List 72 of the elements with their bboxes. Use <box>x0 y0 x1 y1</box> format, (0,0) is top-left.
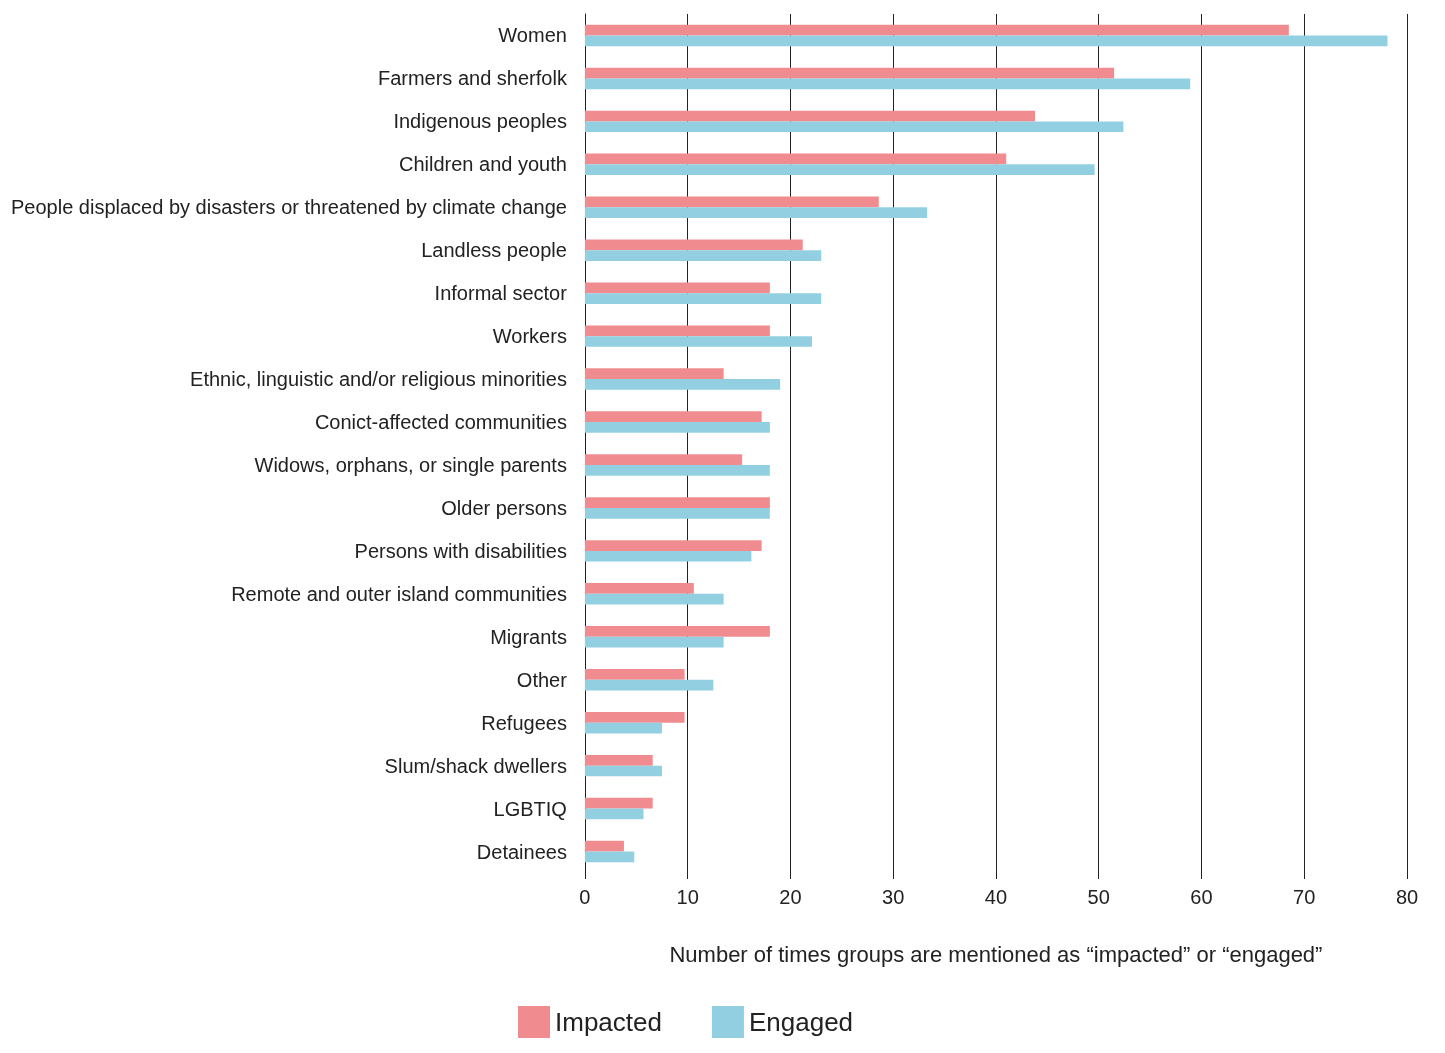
bar <box>584 722 662 734</box>
bar <box>584 668 685 680</box>
bar <box>584 851 635 863</box>
y-tick-label: Remote and outer island communities <box>231 582 567 605</box>
bar <box>584 540 762 551</box>
bar <box>584 411 762 423</box>
bar <box>584 336 812 347</box>
x-tick-label: 20 <box>779 886 802 908</box>
y-tick-label: Informal sector <box>434 282 568 305</box>
bar <box>584 593 724 605</box>
bar <box>584 754 653 766</box>
x-tick-label: 30 <box>882 886 905 908</box>
x-tick-label: 0 <box>579 886 591 908</box>
bar <box>584 250 822 261</box>
bar <box>584 293 822 304</box>
bar <box>584 636 724 648</box>
x-axis-title: Number of times groups are mentioned as “impacted” or “engaged” <box>669 941 1323 967</box>
bar <box>584 196 879 208</box>
bar <box>584 78 1191 90</box>
bar <box>584 626 770 637</box>
y-tick-label: Refugees <box>481 711 567 734</box>
y-tick-label: Older persons <box>441 496 567 519</box>
x-tick-label: 40 <box>984 886 1008 908</box>
y-tick-label: Migrants <box>490 625 567 648</box>
x-tick-label: 70 <box>1293 886 1316 908</box>
bar <box>584 35 1388 47</box>
x-tick-label: 80 <box>1395 886 1419 908</box>
y-tick-label: Slum/shack dwellers <box>384 754 567 777</box>
bar <box>584 24 1289 36</box>
bar <box>584 164 1095 176</box>
bar <box>584 325 770 337</box>
y-tick-label: Ethnic, linguistic and/or religious minorities <box>190 368 567 391</box>
bar <box>584 840 624 852</box>
bar <box>584 765 662 777</box>
bar <box>584 808 644 820</box>
bar <box>584 422 770 433</box>
bar <box>584 379 781 390</box>
bar <box>584 679 714 691</box>
y-tick-label: Farmers and sherfolk <box>377 67 568 90</box>
y-tick-label: LGBTIQ <box>493 797 567 820</box>
x-tick-label: 10 <box>676 886 699 908</box>
bar <box>584 454 743 465</box>
bar <box>584 67 1115 79</box>
y-tick-label: Detainees <box>476 840 567 863</box>
y-tick-label: Women <box>498 24 567 47</box>
bar <box>584 153 1007 165</box>
x-tick-label: 50 <box>1087 886 1110 908</box>
y-tick-label: Widows, orphans, or single parents <box>254 453 567 476</box>
y-tick-label: People displaced by disasters or threatened by climate change <box>11 196 567 219</box>
bar <box>584 583 694 594</box>
bar <box>584 239 803 251</box>
bar <box>584 110 1035 122</box>
bar <box>584 282 770 294</box>
x-tick-label: 60 <box>1190 886 1213 908</box>
y-tick-label: Indigenous peoples <box>393 110 567 133</box>
bar <box>584 121 1124 133</box>
y-tick-label: Other <box>516 668 568 691</box>
y-tick-label: Landless people <box>421 239 567 262</box>
y-tick-label: Persons with disabilities <box>354 539 567 562</box>
bar <box>584 368 724 380</box>
bar <box>584 711 685 723</box>
legend-label: Engaged <box>748 1007 854 1037</box>
y-tick-label: Children and youth <box>399 153 567 176</box>
bar <box>584 464 770 476</box>
y-tick-label: Workers <box>492 325 567 348</box>
bar <box>584 507 770 519</box>
bar <box>584 550 752 562</box>
bar <box>584 497 770 508</box>
y-tick-label: Conict-affected communities <box>314 411 567 434</box>
legend-label: Impacted <box>555 1007 662 1037</box>
bar <box>584 797 653 809</box>
bar <box>584 207 928 219</box>
